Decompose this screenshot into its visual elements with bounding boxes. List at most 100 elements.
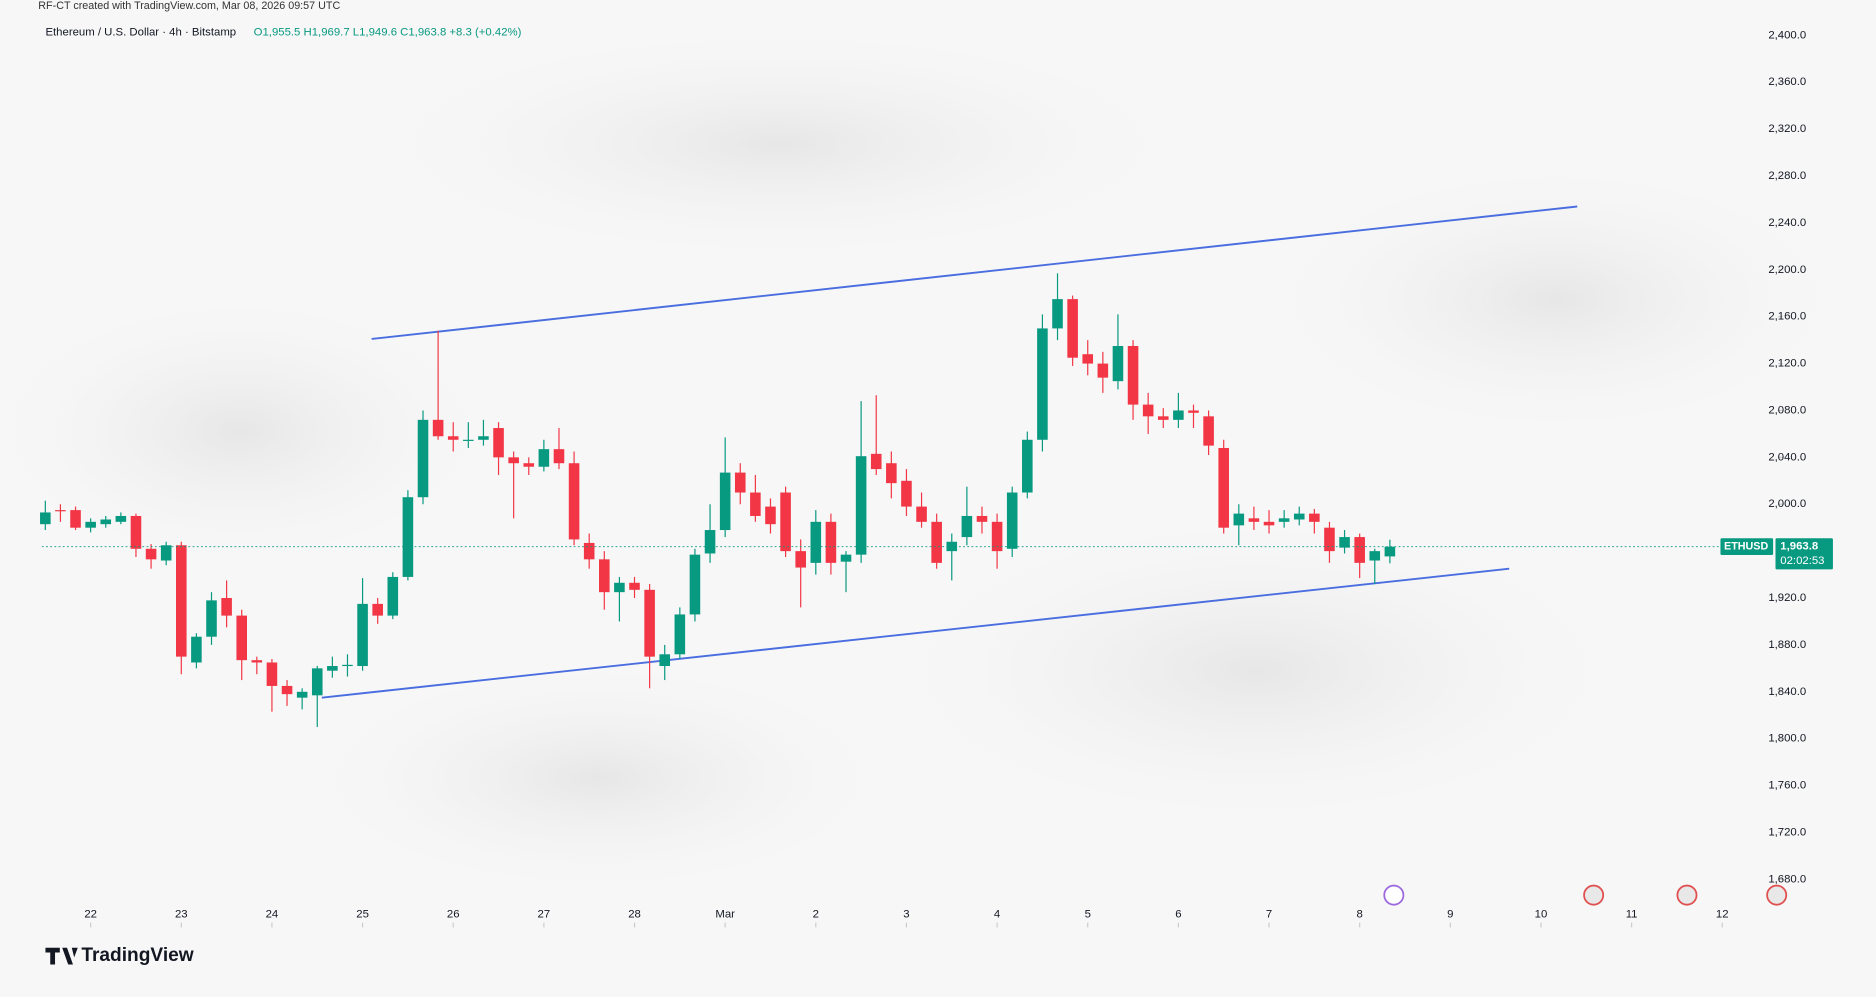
event-icons (1383, 884, 1788, 906)
candle-body (614, 582, 625, 593)
trend-line (371, 205, 1578, 340)
x-tick-label: 24 (266, 908, 279, 920)
symbol-badge-text: ETHUSD (1724, 541, 1768, 553)
candle-body (583, 542, 595, 560)
candle-body (810, 521, 822, 563)
candle-body (372, 603, 383, 616)
candle-body (357, 603, 368, 667)
x-tick-label: 23 (175, 908, 188, 920)
candle-body (780, 492, 791, 552)
candle-body (478, 436, 489, 440)
candle-body (85, 521, 96, 528)
candle-body (886, 463, 897, 484)
symbol-title: Ethereum / U.S. Dollar · 4h · Bitstamp (45, 26, 236, 38)
watermark: RF-CT created with TradingView.com, Mar … (38, 0, 340, 12)
candle-body (432, 419, 444, 437)
candle-body (976, 515, 988, 522)
candle-body (402, 497, 414, 577)
candle-body (1112, 345, 1124, 382)
candle-body (40, 512, 51, 525)
candle-body (1293, 513, 1305, 520)
event-icon[interactable] (1583, 884, 1605, 906)
candle-body (523, 463, 535, 467)
x-tick-label: 10 (1535, 908, 1548, 920)
candle-body (145, 548, 157, 560)
candle-body (191, 636, 202, 663)
candle-body (1324, 527, 1335, 552)
candle-body (734, 472, 746, 493)
x-tick-label: 2 (813, 908, 819, 920)
ohlc-legend: O1,955.5 H1,969.7 L1,949.6 C1,963.8 +8.3… (254, 26, 522, 38)
event-icon[interactable] (1676, 884, 1698, 906)
price-badge-text: 1,963.8 (1780, 541, 1818, 553)
price-badge (1775, 538, 1833, 570)
x-tick-label: 4 (994, 908, 1000, 920)
y-tick-label: 1,680.0 (1768, 873, 1806, 885)
y-tick-label: 1,880.0 (1768, 639, 1806, 651)
candle-body (1157, 416, 1169, 420)
candle-body (130, 515, 142, 549)
candle-body (281, 685, 293, 695)
y-tick-label: 2,280.0 (1768, 170, 1806, 182)
x-tick-label: 28 (628, 908, 641, 920)
candle-body (70, 510, 81, 528)
candle-body (538, 449, 550, 467)
x-tick-label: 12 (1716, 908, 1729, 920)
candle-body (176, 545, 187, 657)
candle-body (1354, 537, 1365, 563)
candle-body (659, 654, 671, 667)
candle-body (1188, 410, 1199, 413)
x-tick-label: 9 (1447, 908, 1453, 920)
y-tick-label: 1,920.0 (1768, 592, 1806, 604)
candle-body (55, 510, 66, 512)
candle-body (629, 582, 640, 590)
candle-body (463, 439, 474, 441)
candle-body (327, 666, 338, 671)
x-tick-label: 8 (1357, 908, 1363, 920)
candle-body (674, 614, 686, 655)
candle-body (991, 521, 1003, 552)
y-tick-label: 2,400.0 (1768, 29, 1806, 41)
plot (40, 205, 1721, 727)
candle-body (508, 457, 519, 464)
x-tick-label: 6 (1175, 908, 1181, 920)
candle-body (311, 668, 323, 696)
x-tick-label: 26 (447, 908, 460, 920)
countdown-text: 02:02:53 (1780, 555, 1824, 567)
logo-text: TradingView (81, 945, 193, 966)
candle-body (1263, 521, 1275, 526)
event-icon[interactable] (1766, 884, 1788, 906)
candle-body (704, 530, 716, 554)
candle-body (100, 519, 112, 525)
candle-body (206, 600, 217, 637)
x-tick-label: 7 (1266, 908, 1272, 920)
candle-body (719, 472, 731, 531)
candle-body (870, 453, 882, 470)
cloud-texture (0, 0, 1876, 922)
y-tick-label: 2,360.0 (1768, 76, 1806, 88)
candle-body (1127, 345, 1139, 405)
candle-body (160, 545, 172, 561)
x-tick-label: 25 (356, 908, 369, 920)
candle-body (251, 660, 263, 663)
candle-body (689, 554, 701, 615)
candle-body (236, 615, 248, 661)
candle-body (553, 449, 565, 464)
candle-body (1384, 546, 1396, 557)
y-tick-label: 2,000.0 (1768, 498, 1806, 510)
candle-body (1339, 537, 1350, 548)
x-tick-label: 27 (538, 908, 551, 920)
candle-body (221, 598, 232, 616)
candle-body (1248, 518, 1260, 522)
candle-body (855, 456, 867, 555)
candle-body (417, 419, 429, 498)
candle-body (644, 589, 655, 657)
candle-body (931, 521, 942, 563)
candle-body (750, 492, 761, 516)
candle-body (1173, 410, 1184, 420)
candle-body (568, 463, 580, 540)
candle-body (266, 662, 278, 686)
x-tick-label: 3 (903, 908, 909, 920)
candle-body (342, 664, 353, 667)
event-icon[interactable] (1383, 884, 1405, 906)
